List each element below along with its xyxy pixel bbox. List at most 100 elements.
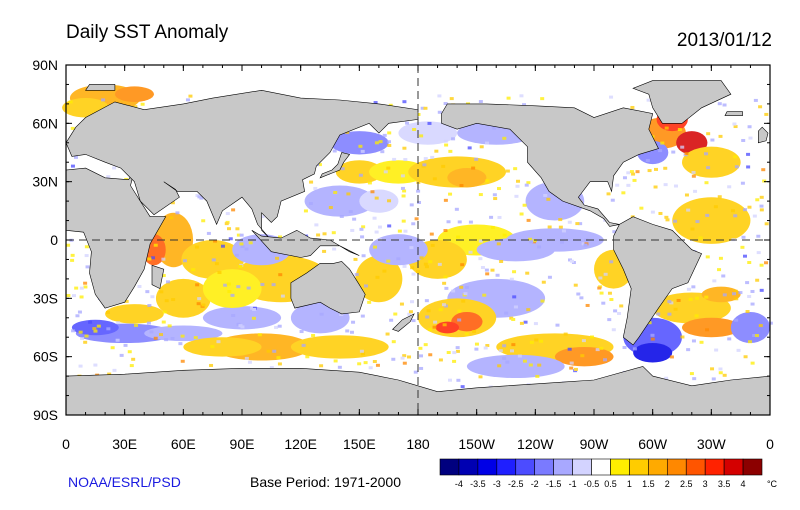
anomaly-cell <box>713 205 718 209</box>
anomaly-cell <box>372 360 377 364</box>
anomaly-cell <box>478 257 483 261</box>
anomaly-cell <box>441 303 446 307</box>
anomaly-cell <box>416 112 421 116</box>
anomaly-cell <box>280 294 285 298</box>
anomaly-cell <box>83 281 88 285</box>
anomaly-patch <box>398 121 458 145</box>
anomaly-cell <box>525 271 530 275</box>
anomaly-cell <box>706 132 711 136</box>
anomaly-cell <box>734 297 739 301</box>
anomaly-cell <box>410 266 415 270</box>
anomaly-cell <box>497 364 502 368</box>
anomaly-cell <box>680 145 685 149</box>
anomaly-cell <box>603 272 608 276</box>
anomaly-cell <box>457 309 462 313</box>
colorbar-label: 1 <box>627 479 632 489</box>
land-japan <box>319 152 351 179</box>
anomaly-cell <box>133 105 138 109</box>
anomaly-cell <box>400 186 405 190</box>
anomaly-cell <box>573 283 578 287</box>
anomaly-cell <box>161 257 166 261</box>
anomaly-cell <box>375 275 380 279</box>
anomaly-cell <box>539 339 544 343</box>
colorbar-label: 1.5 <box>642 479 655 489</box>
colorbar-unit: °C <box>767 479 778 489</box>
x-tick-label: 60E <box>171 436 196 452</box>
land-eurasia <box>65 89 419 239</box>
anomaly-cell <box>348 210 353 214</box>
anomaly-cell <box>96 324 101 328</box>
land-madagascar <box>151 264 165 290</box>
anomaly-cell <box>691 170 696 174</box>
anomaly-cell <box>528 237 533 241</box>
anomaly-cell <box>519 212 524 216</box>
anomaly-patch <box>435 321 460 334</box>
anomaly-cell <box>480 266 485 270</box>
anomaly-cell <box>164 299 169 303</box>
colorbar-swatch <box>458 458 479 476</box>
anomaly-cell <box>498 349 503 353</box>
anomaly-cell <box>402 361 407 365</box>
anomaly-cell <box>434 149 439 153</box>
anomaly-cell <box>573 367 578 371</box>
colorbar-swatch <box>553 458 573 476</box>
anomaly-cell <box>405 121 410 125</box>
x-tick-label: 90E <box>230 436 255 452</box>
anomaly-cell <box>569 259 574 263</box>
anomaly-cell <box>402 146 407 150</box>
anomaly-cell <box>522 359 527 363</box>
anomaly-cell <box>692 377 697 381</box>
anomaly-cell <box>748 136 753 140</box>
anomaly-cell <box>443 102 448 106</box>
anomaly-cell <box>392 157 397 161</box>
anomaly-cell <box>747 294 752 298</box>
y-tick-label: 90S <box>33 407 58 423</box>
x-tick-label: 150W <box>458 436 495 452</box>
anomaly-cell <box>444 143 449 147</box>
colorbar-label: -0.5 <box>584 479 600 489</box>
anomaly-cell <box>758 324 763 328</box>
anomaly-cell <box>669 355 674 359</box>
anomaly-cell <box>705 328 710 332</box>
anomaly-cell <box>460 263 465 267</box>
colorbar-swatch <box>534 458 554 476</box>
anomaly-cell <box>430 155 435 159</box>
anomaly-cell <box>513 305 518 309</box>
anomaly-cell <box>629 170 634 174</box>
anomaly-cell <box>673 184 678 188</box>
anomaly-cell <box>455 349 460 353</box>
anomaly-cell <box>619 304 624 308</box>
anomaly-cell <box>266 349 271 353</box>
anomaly-cell <box>227 290 232 294</box>
land-africa-europe-asia <box>65 142 167 309</box>
anomaly-cell <box>112 166 117 170</box>
anomaly-cell <box>759 195 764 199</box>
anomaly-cell <box>216 340 221 344</box>
anomaly-cell <box>251 316 256 320</box>
anomaly-cell <box>393 312 398 316</box>
anomaly-cell <box>768 321 773 325</box>
anomaly-cell <box>373 245 378 249</box>
anomaly-cell <box>313 186 318 190</box>
anomaly-cell <box>463 292 468 296</box>
anomaly-cell <box>718 367 723 371</box>
anomaly-cell <box>147 303 152 307</box>
anomaly-patch <box>369 234 428 266</box>
anomaly-cell <box>383 170 388 174</box>
anomaly-cell <box>585 303 590 307</box>
anomaly-cell <box>147 257 152 261</box>
anomaly-cell <box>402 264 407 268</box>
anomaly-cell <box>691 339 696 343</box>
anomaly-cell <box>686 348 691 352</box>
anomaly-cell <box>66 243 71 247</box>
anomaly-cell <box>468 220 473 224</box>
anomaly-cell <box>340 167 345 171</box>
anomaly-cell <box>528 363 533 367</box>
anomaly-cell <box>127 350 132 354</box>
anomaly-cell <box>83 340 88 344</box>
anomaly-cell <box>402 100 407 104</box>
anomaly-cell <box>609 95 614 99</box>
anomaly-cell <box>386 166 391 170</box>
anomaly-cell <box>563 332 568 336</box>
anomaly-cell <box>497 215 502 219</box>
